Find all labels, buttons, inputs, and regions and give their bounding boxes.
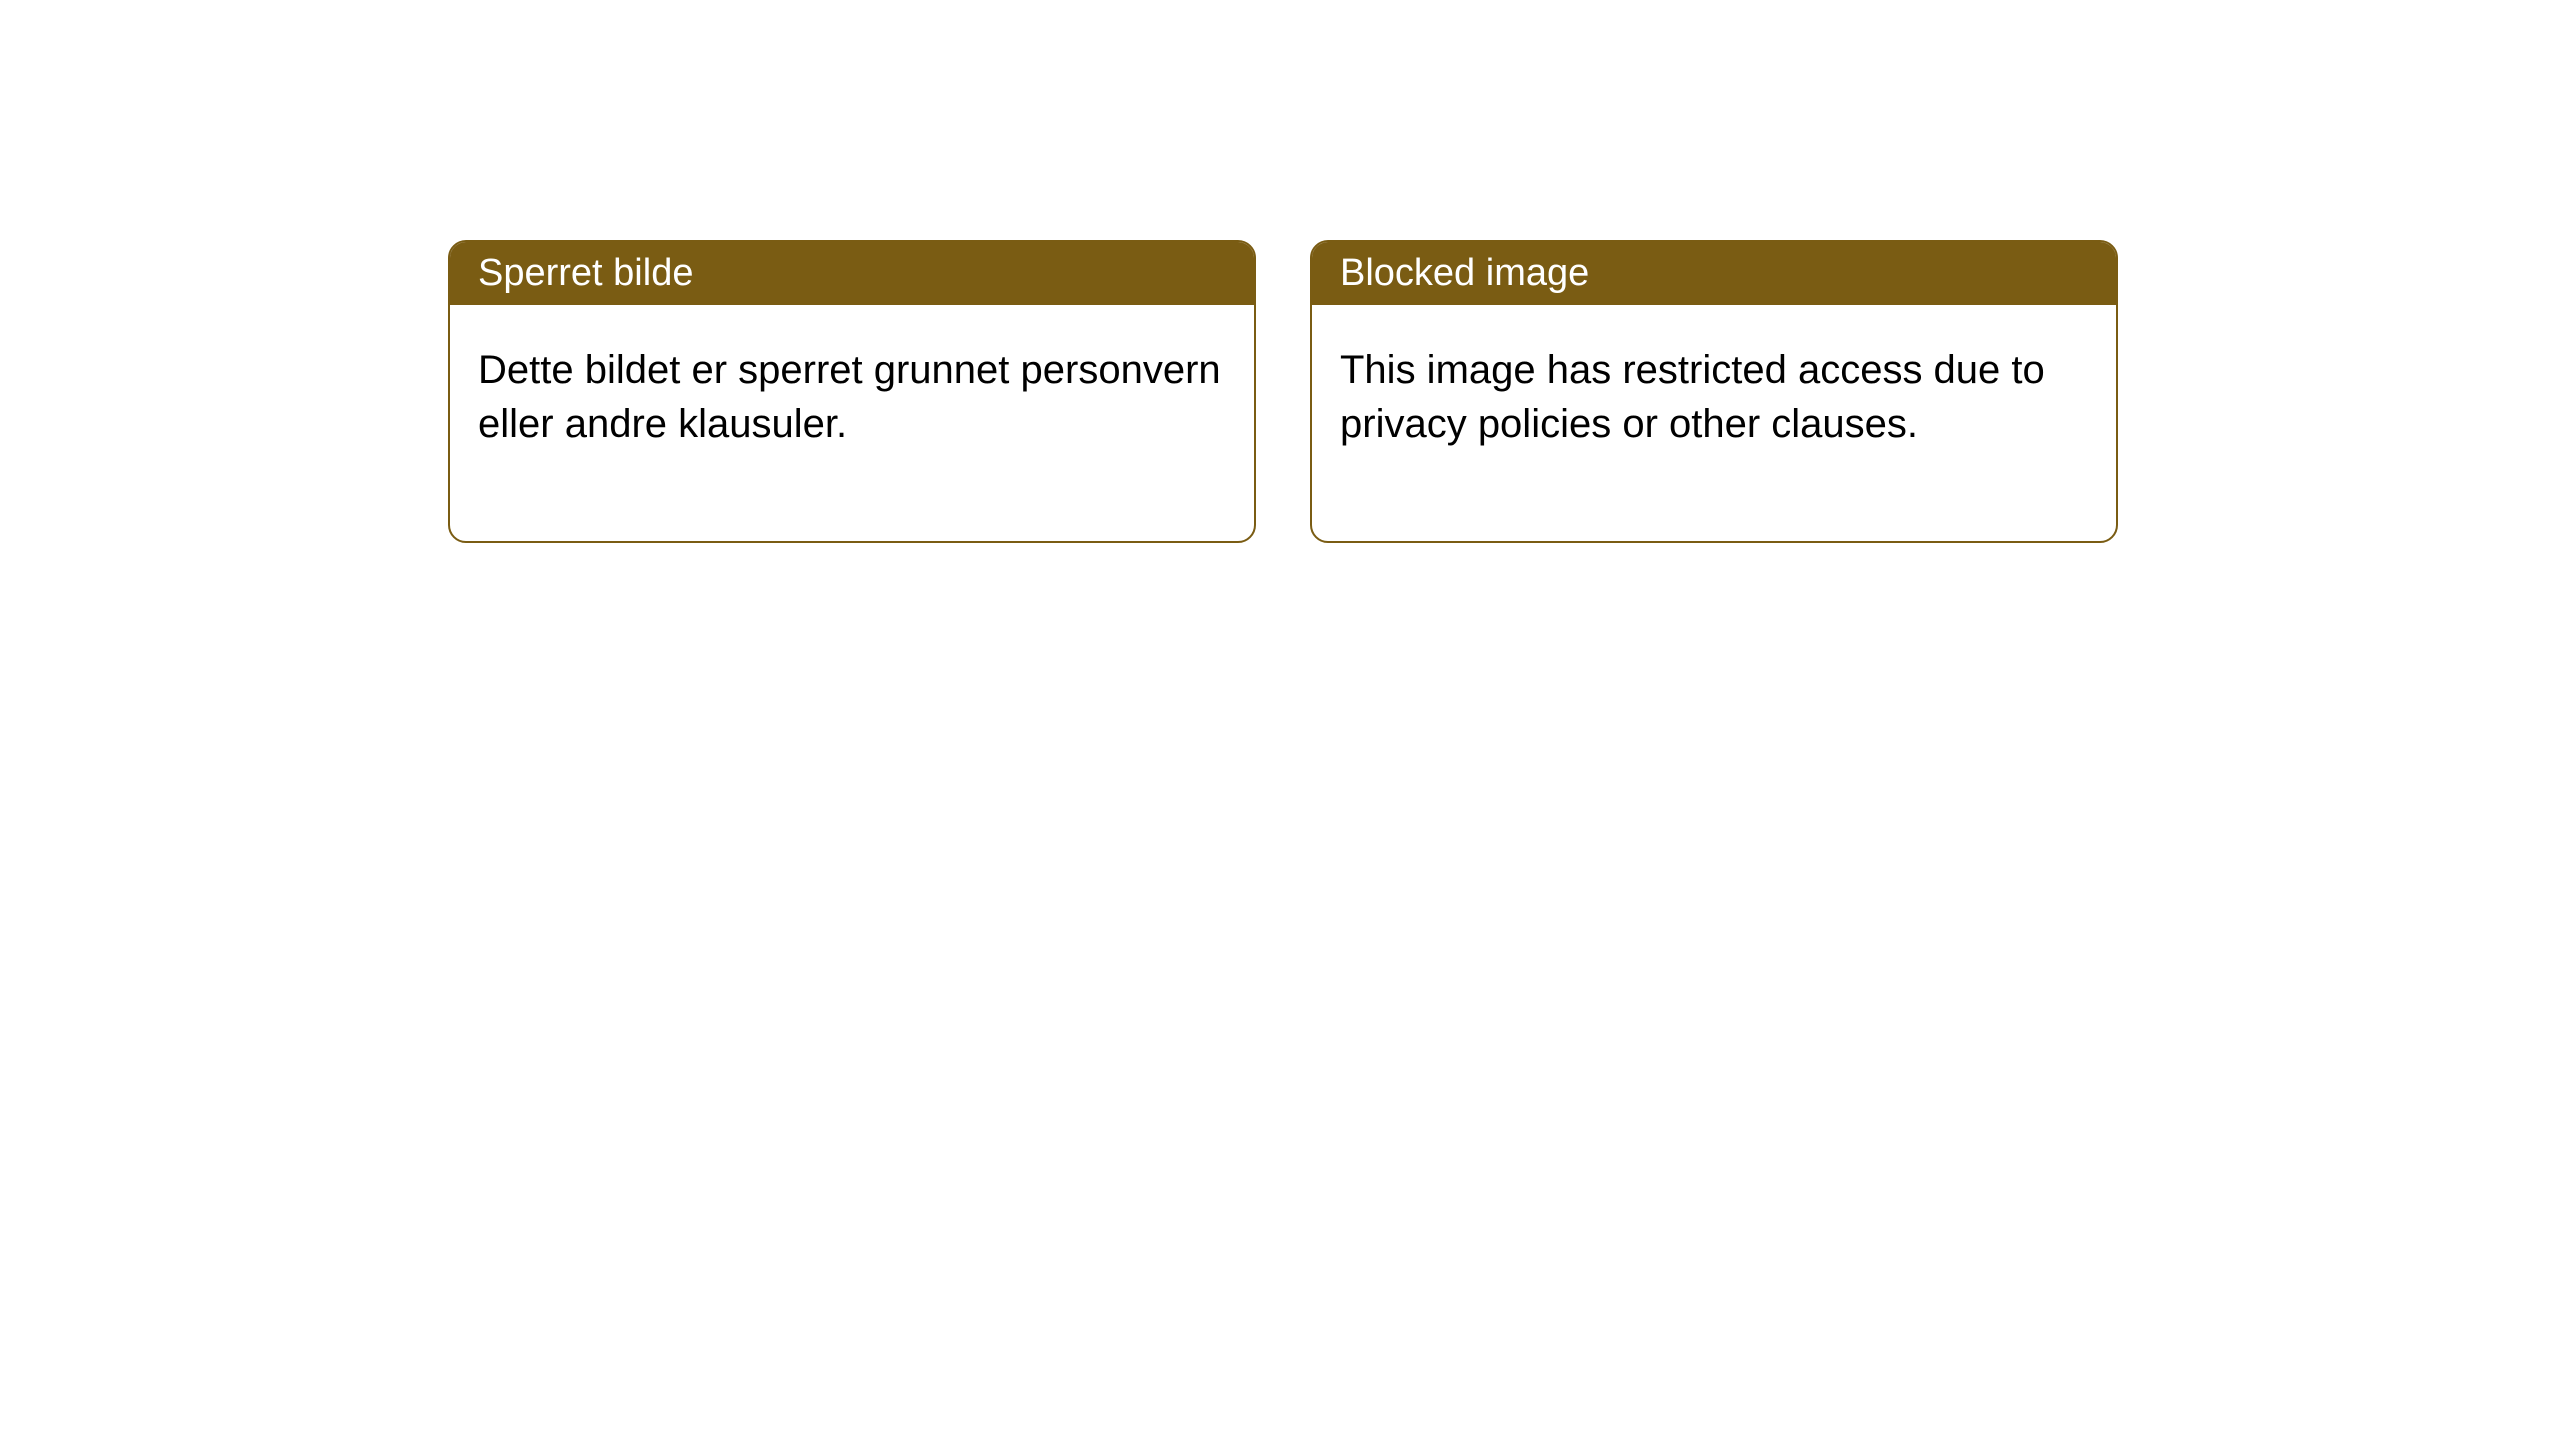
notice-message-norwegian: Dette bildet er sperret grunnet personve… <box>478 348 1221 446</box>
notice-header-norwegian: Sperret bilde <box>450 242 1254 305</box>
notice-body-english: This image has restricted access due to … <box>1312 305 2116 541</box>
notice-title-norwegian: Sperret bilde <box>478 252 693 294</box>
notice-message-english: This image has restricted access due to … <box>1340 348 2045 446</box>
notice-box-norwegian: Sperret bilde Dette bildet er sperret gr… <box>448 240 1256 543</box>
notice-container: Sperret bilde Dette bildet er sperret gr… <box>448 240 2118 543</box>
notice-box-english: Blocked image This image has restricted … <box>1310 240 2118 543</box>
notice-header-english: Blocked image <box>1312 242 2116 305</box>
notice-body-norwegian: Dette bildet er sperret grunnet personve… <box>450 305 1254 541</box>
notice-title-english: Blocked image <box>1340 252 1589 294</box>
